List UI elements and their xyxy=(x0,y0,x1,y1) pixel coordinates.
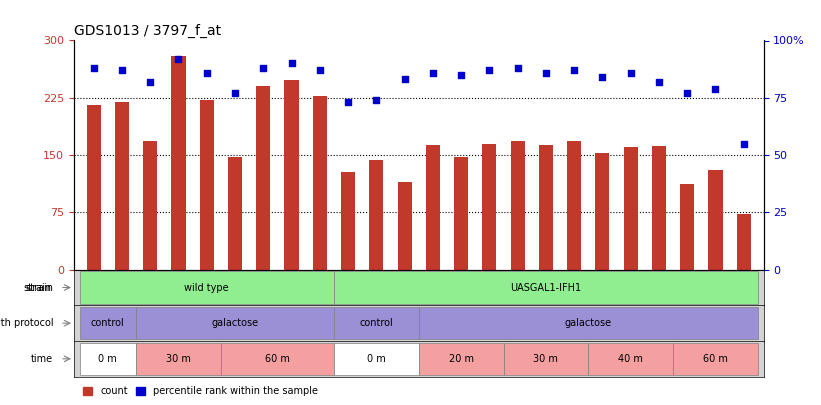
Bar xyxy=(284,80,299,270)
Bar xyxy=(680,184,695,270)
Bar xyxy=(313,96,327,270)
Text: 60 m: 60 m xyxy=(703,354,728,364)
FancyBboxPatch shape xyxy=(419,307,758,339)
FancyBboxPatch shape xyxy=(221,343,334,375)
Bar xyxy=(709,171,722,270)
Point xyxy=(285,60,298,67)
Text: GDS1013 / 3797_f_at: GDS1013 / 3797_f_at xyxy=(74,24,221,38)
FancyBboxPatch shape xyxy=(80,307,136,339)
Bar xyxy=(426,145,440,270)
Bar xyxy=(482,144,497,270)
Point xyxy=(228,90,241,96)
Bar xyxy=(567,141,581,270)
Point xyxy=(483,67,496,74)
Bar xyxy=(200,100,213,270)
FancyBboxPatch shape xyxy=(136,307,334,339)
Bar xyxy=(595,153,609,270)
Text: 30 m: 30 m xyxy=(534,354,558,364)
Bar xyxy=(228,157,242,270)
Point xyxy=(709,85,722,92)
Text: time: time xyxy=(31,354,53,364)
Text: 30 m: 30 m xyxy=(166,354,191,364)
Text: galactose: galactose xyxy=(565,318,612,328)
Point xyxy=(116,67,129,74)
Bar xyxy=(143,141,158,270)
Bar xyxy=(256,86,270,270)
Text: 20 m: 20 m xyxy=(448,354,474,364)
Bar xyxy=(539,145,553,270)
FancyBboxPatch shape xyxy=(80,343,136,375)
Point xyxy=(426,69,439,76)
Point xyxy=(144,79,157,85)
Point xyxy=(200,69,213,76)
Bar xyxy=(115,102,129,270)
FancyBboxPatch shape xyxy=(503,343,589,375)
Bar xyxy=(652,146,666,270)
FancyBboxPatch shape xyxy=(136,343,221,375)
FancyBboxPatch shape xyxy=(589,343,673,375)
Bar xyxy=(736,214,751,270)
FancyBboxPatch shape xyxy=(80,271,334,304)
Point xyxy=(511,65,524,71)
Point xyxy=(398,76,411,83)
Point xyxy=(369,97,383,103)
FancyBboxPatch shape xyxy=(419,343,503,375)
Point xyxy=(737,141,750,147)
FancyBboxPatch shape xyxy=(334,343,419,375)
Text: galactose: galactose xyxy=(212,318,259,328)
Text: 40 m: 40 m xyxy=(618,354,643,364)
Bar xyxy=(511,141,525,270)
Point xyxy=(624,69,637,76)
Point xyxy=(455,72,468,78)
Point xyxy=(596,74,609,81)
Text: growth protocol: growth protocol xyxy=(0,318,53,328)
Text: strain: strain xyxy=(23,283,51,292)
Text: strain: strain xyxy=(25,283,53,292)
Point xyxy=(342,99,355,106)
Legend: count, percentile rank within the sample: count, percentile rank within the sample xyxy=(79,382,322,400)
Text: 0 m: 0 m xyxy=(99,354,117,364)
FancyBboxPatch shape xyxy=(334,307,419,339)
Point xyxy=(681,90,694,96)
Point xyxy=(257,65,270,71)
Bar xyxy=(624,147,638,270)
Bar xyxy=(397,182,411,270)
Text: control: control xyxy=(91,318,125,328)
Point xyxy=(567,67,580,74)
Text: wild type: wild type xyxy=(185,283,229,292)
Point xyxy=(653,79,666,85)
Bar xyxy=(341,172,355,270)
Point xyxy=(87,65,100,71)
FancyBboxPatch shape xyxy=(673,343,758,375)
Bar xyxy=(86,105,101,270)
Bar xyxy=(369,160,383,270)
Point xyxy=(539,69,553,76)
FancyBboxPatch shape xyxy=(334,271,758,304)
Bar xyxy=(172,56,186,270)
Text: control: control xyxy=(360,318,393,328)
Text: UASGAL1-IFH1: UASGAL1-IFH1 xyxy=(511,283,581,292)
Text: 60 m: 60 m xyxy=(265,354,290,364)
Point xyxy=(314,67,327,74)
Bar xyxy=(454,157,468,270)
Text: 0 m: 0 m xyxy=(367,354,386,364)
Point xyxy=(172,55,185,62)
